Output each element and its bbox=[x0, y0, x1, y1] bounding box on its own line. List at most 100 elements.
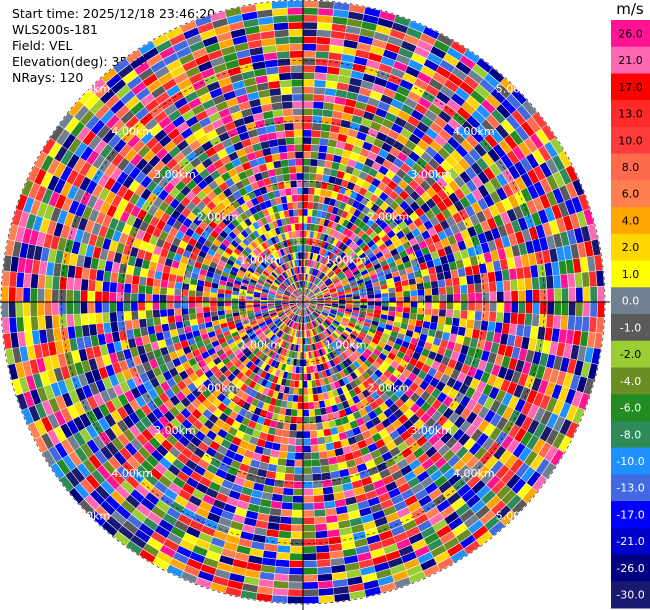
ppi-ray bbox=[303, 302, 579, 439]
range-ring-label: 3.00km bbox=[154, 168, 196, 181]
ppi-ray bbox=[152, 33, 303, 302]
ppi-ray bbox=[303, 302, 556, 479]
range-ring-label: 4.00km bbox=[111, 125, 153, 138]
ppi-ray bbox=[303, 302, 590, 410]
ppi-ray bbox=[303, 302, 493, 546]
ppi-ray bbox=[303, 165, 579, 302]
colorbar-swatch bbox=[611, 527, 650, 556]
ppi-ray bbox=[303, 67, 505, 302]
ppi-ray bbox=[225, 7, 303, 302]
ppi-ray bbox=[303, 302, 595, 395]
ppi-ray bbox=[303, 302, 505, 536]
ppi-ray bbox=[303, 20, 426, 302]
ppi-ray bbox=[303, 302, 481, 555]
ppi-ray bbox=[272, 302, 303, 603]
colorbar-swatch bbox=[611, 314, 650, 342]
ppi-ray bbox=[139, 302, 303, 563]
range-ring-label: 4.00km bbox=[453, 125, 495, 138]
ppi-ray bbox=[303, 49, 480, 302]
ppi-ray bbox=[303, 302, 604, 333]
ppi-ray bbox=[287, 0, 303, 302]
range-ring-label: 2.00km bbox=[368, 381, 410, 394]
ppi-ray bbox=[90, 302, 303, 526]
ppi-ray bbox=[69, 302, 303, 504]
ppi-ray bbox=[303, 302, 601, 365]
range-ring-label: 1.00km bbox=[325, 339, 367, 352]
ppi-ray bbox=[2, 302, 303, 334]
ppi-ray bbox=[126, 302, 303, 555]
range-ring-label: 4.00km bbox=[111, 467, 153, 480]
ppi-ray bbox=[125, 49, 303, 302]
ppi-ray bbox=[166, 302, 303, 578]
ppi-ray bbox=[303, 239, 601, 302]
ppi-ray bbox=[303, 302, 564, 466]
ppi-ray bbox=[303, 302, 335, 603]
colorbar-tick-label: 26.0 bbox=[618, 27, 643, 40]
colorbar-swatch bbox=[611, 180, 650, 208]
range-ring-labels: 1.00km 1.00km 1.00km 1.00km 2.00km 2.00km 2.00… bbox=[69, 82, 538, 522]
ppi-axes bbox=[0, 0, 610, 610]
ppi-ray bbox=[303, 302, 547, 492]
ppi-ray bbox=[1, 302, 303, 318]
colorbar-tick-label: -10.0 bbox=[616, 455, 644, 468]
ppi-ray bbox=[303, 302, 538, 504]
colorbar-tick-label: 2.0 bbox=[622, 241, 640, 254]
ppi-ray bbox=[303, 302, 426, 584]
ppi-ray bbox=[255, 2, 303, 302]
colorbar-tick-label: 21.0 bbox=[618, 54, 643, 67]
colorbar-swatch bbox=[611, 554, 650, 582]
ppi-ray bbox=[303, 58, 493, 302]
start-time-label: Start time: 2025/12/18 23:46:20 bbox=[12, 6, 216, 21]
colorbar-tick-label: -4.0 bbox=[620, 375, 641, 388]
range-ring-label: 2.00km bbox=[368, 211, 410, 224]
ppi-ray bbox=[101, 302, 303, 537]
colorbar-tick-label: 17.0 bbox=[618, 81, 643, 94]
ppi-ray bbox=[59, 302, 303, 492]
ppi-ray bbox=[303, 302, 319, 604]
ppi-ray bbox=[50, 125, 303, 302]
ppi-ray bbox=[16, 302, 303, 410]
ppi-ray bbox=[5, 239, 303, 302]
colorbar-swatch bbox=[611, 581, 650, 609]
range-ring-label: 1.00km bbox=[325, 253, 367, 266]
ppi-ray bbox=[3, 302, 303, 350]
ppi-ray bbox=[303, 33, 454, 302]
ppi-ray bbox=[8, 302, 303, 380]
ppi-ray bbox=[303, 286, 605, 302]
range-ring-label: 3.00km bbox=[410, 168, 452, 181]
ppi-ray bbox=[180, 20, 303, 302]
colorbar-swatch bbox=[611, 340, 650, 368]
ppi-ray bbox=[303, 137, 564, 302]
colorbar-swatch bbox=[611, 367, 650, 395]
ppi-ray bbox=[113, 58, 303, 302]
ppi-ray bbox=[210, 302, 303, 594]
ppi-ray bbox=[271, 1, 303, 302]
ppi-ray bbox=[303, 254, 603, 302]
range-ring-label: 2.00km bbox=[197, 381, 239, 394]
ppi-ray bbox=[303, 4, 366, 302]
ppi-ray bbox=[303, 302, 397, 593]
range-ring-label: 5.00km bbox=[496, 510, 538, 523]
ppi-ray bbox=[303, 194, 590, 302]
ppi-ray bbox=[68, 100, 303, 302]
ppi-ray bbox=[27, 165, 303, 302]
ppi-ray bbox=[34, 151, 303, 302]
ppi-ray bbox=[27, 302, 303, 439]
colorbar-tick-label: -17.0 bbox=[616, 508, 644, 521]
ppi-ray bbox=[303, 302, 598, 380]
ppi-ray bbox=[240, 4, 303, 302]
colorbar-tick-label: -26.0 bbox=[616, 562, 644, 575]
range-ring-label: 1.00km bbox=[240, 339, 282, 352]
range-ring-label: 3.00km bbox=[410, 424, 452, 437]
ppi-ray bbox=[21, 302, 303, 425]
colorbar-swatch bbox=[611, 501, 650, 529]
colorbar-swatch bbox=[611, 100, 650, 128]
colorbar-swatch bbox=[611, 420, 650, 449]
ppi-ray bbox=[303, 302, 527, 515]
ppi-ray bbox=[303, 100, 537, 302]
colorbar-tick-label: -1.0 bbox=[620, 321, 641, 334]
colorbar-tick-label: -2.0 bbox=[620, 348, 641, 361]
range-ring-label: 2.00km bbox=[197, 211, 239, 224]
colorbar: 26.0 21.0 17.0 13.0 10.0 8.0 6.0 4.0 2.0 1.0 0.0 -1… bbox=[611, 20, 650, 609]
ppi-ray bbox=[79, 302, 303, 516]
